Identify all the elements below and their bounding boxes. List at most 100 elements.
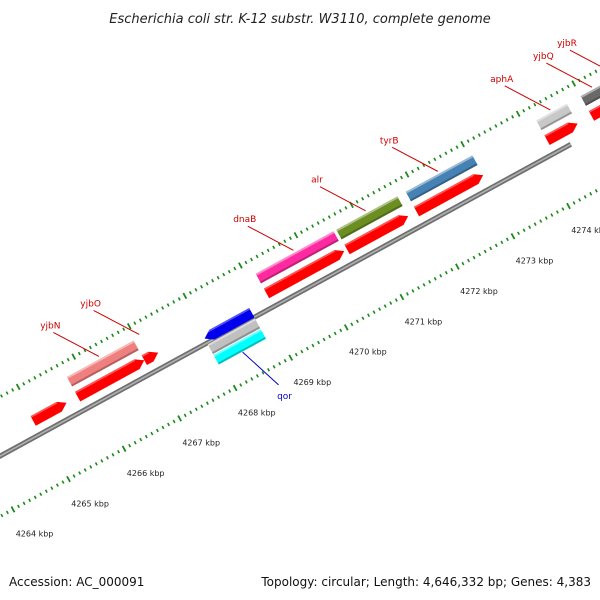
- outer-tick-minor: [22, 382, 26, 386]
- inner-tick-minor: [105, 456, 109, 460]
- outer-tick-minor: [438, 154, 442, 159]
- gene-tyrb-cds-face: [413, 174, 484, 217]
- inner-tick-minor: [539, 219, 543, 223]
- inner-tick-minor: [144, 434, 148, 439]
- outer-tick-minor: [522, 108, 526, 113]
- outer-tick-minor: [544, 96, 548, 101]
- outer-tick-minor: [116, 330, 120, 335]
- gene-yjbq-cds-face: [588, 104, 600, 121]
- outer-tick-minor: [227, 269, 231, 274]
- inner-tick-minor: [322, 337, 326, 342]
- gene-apha-cds-face: [544, 122, 578, 146]
- outer-tick-minor: [594, 69, 598, 74]
- gene-apha-gene-bevel: [536, 103, 568, 123]
- inner-tick-minor: [228, 389, 232, 393]
- outer-tick-minor: [138, 318, 142, 322]
- outer-tick-minor: [244, 260, 248, 265]
- gene-dnab-gene-bevel: [255, 231, 335, 276]
- inner-tick-minor: [44, 489, 48, 493]
- outer-tick-minor: [305, 227, 309, 231]
- gene-apha-cds-bevel: [544, 122, 569, 137]
- outer-tick-minor: [400, 175, 403, 180]
- gene-qor-cds: [202, 308, 255, 340]
- inner-tick-minor: [594, 188, 598, 193]
- inner-tick-minor: [194, 407, 198, 412]
- gene-dnab-cds-face: [263, 250, 345, 299]
- inner-tick-minor: [294, 352, 298, 357]
- gene-yjbn-gene: [66, 340, 139, 387]
- inner-tick-minor: [278, 361, 282, 366]
- inner-tick-minor: [250, 377, 254, 381]
- outer-tick-minor: [483, 130, 487, 134]
- outer-tick-minor: [300, 230, 303, 234]
- inner-tick-minor: [439, 273, 443, 278]
- inner-tick-minor: [217, 395, 221, 399]
- gene-yjbn-cds-bevel: [75, 359, 136, 394]
- gene-tyrb-gene: [405, 155, 478, 202]
- inner-tick-minor: [505, 237, 509, 242]
- outer-tick-minor: [266, 248, 270, 253]
- gene-alr-cds: [344, 215, 409, 255]
- gene-dnab-gene: [255, 231, 339, 284]
- gene-yjbo-cds: [141, 351, 159, 366]
- gene-alr-gene-bevel: [336, 196, 399, 232]
- outer-tick-minor: [111, 333, 115, 338]
- gene-yjbq-cds: [588, 104, 600, 121]
- map-title: Escherichia coli str. K-12 substr. W3110…: [109, 12, 490, 27]
- outer-tick-minor: [94, 342, 98, 347]
- inner-tick-minor: [205, 401, 209, 405]
- inner-tick-minor: [467, 258, 470, 263]
- inner-tick-minor: [422, 283, 426, 287]
- gene-yjbq-cds-bevel: [588, 105, 600, 113]
- gene-yjbo-cds-face: [141, 351, 159, 366]
- inner-tick-minor: [372, 310, 376, 314]
- outer-tick-major: [460, 140, 465, 148]
- scale-labels: 4264 kbp 4265 kbp 4266 kbp 4267 kbp 4268 kbp…: [16, 226, 600, 538]
- outer-tick-minor: [472, 136, 476, 140]
- gene-yjbn-cds-face: [74, 359, 145, 402]
- outer-tick-minor: [450, 148, 453, 153]
- inner-tick-minor: [328, 334, 332, 339]
- outer-tick-minor: [150, 312, 153, 316]
- inner-tick-minor: [355, 319, 359, 324]
- inner-tick-minor: [333, 331, 337, 336]
- inner-tick-minor: [78, 471, 82, 475]
- inner-tick-minor: [172, 419, 176, 424]
- outer-tick-minor: [588, 72, 592, 77]
- gene-qor-cds-face: [204, 308, 255, 340]
- inner-tick-minor: [39, 492, 43, 497]
- inner-tick-minor: [267, 368, 270, 372]
- outer-tick-minor: [261, 251, 265, 256]
- inner-tick-minor: [544, 216, 548, 220]
- backbone-highlight: [0, 143, 572, 458]
- inner-tick-major: [121, 445, 127, 452]
- outer-tick-minor: [527, 105, 531, 110]
- outer-tick-minor: [316, 221, 320, 225]
- gene-yjbr-leader: [569, 49, 600, 67]
- gene-yjbn-gene-face: [66, 340, 139, 387]
- outer-tick-minor: [311, 224, 315, 228]
- inner-tick-major: [288, 354, 294, 361]
- outer-tick-minor: [533, 102, 537, 107]
- outer-tick-minor: [361, 196, 365, 201]
- scale-label: 4267 kbp: [182, 439, 220, 448]
- outer-tick-minor: [566, 84, 570, 89]
- gene-qor-gene-shade: [217, 336, 266, 365]
- inner-tick-minor: [483, 249, 487, 254]
- outer-tick-minor: [366, 193, 370, 198]
- gene-tyrb-gene-shade: [410, 163, 478, 202]
- inner-tick-minor: [300, 349, 304, 354]
- inner-tick-minor: [55, 483, 59, 487]
- outer-tick-minor: [433, 157, 437, 162]
- outer-tick-major: [293, 231, 299, 239]
- gene-yjbq-gene-bevel: [580, 85, 600, 98]
- inner-tick-minor: [167, 422, 171, 427]
- inner-tick-minor: [117, 449, 121, 454]
- gene-tyrb-leader: [391, 146, 439, 172]
- inner-tick-minor: [311, 343, 315, 348]
- outer-tick-minor: [394, 178, 398, 183]
- gene-qor-neighbor-face: [207, 318, 261, 355]
- outer-tick-minor: [538, 99, 542, 104]
- gene-qor-neighbor: [207, 318, 261, 355]
